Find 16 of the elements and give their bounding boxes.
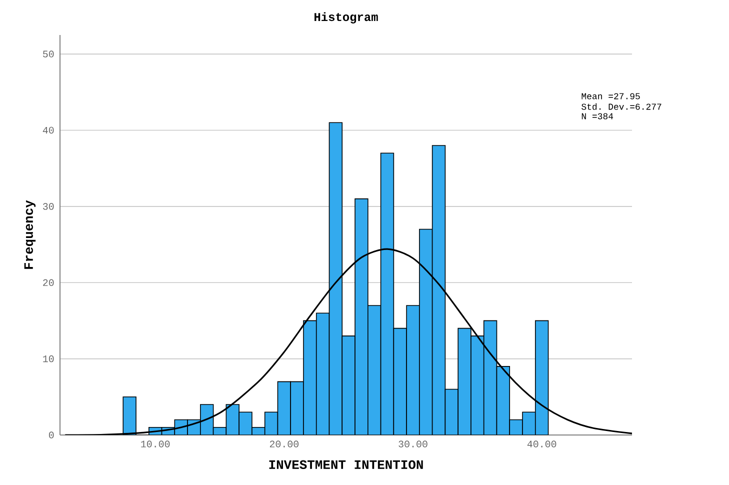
- chart-title: Histogram: [314, 12, 378, 24]
- x-tick-label: 10.00: [141, 440, 170, 448]
- annotation: N =384: [582, 113, 614, 120]
- y-tick-label: 10: [43, 355, 54, 362]
- x-axis-title: INVESTMENT INTENTION: [269, 460, 423, 470]
- y-tick-label: 30: [43, 203, 54, 210]
- x-tick-label: 20.00: [270, 440, 299, 448]
- y-tick-label: 50: [43, 50, 54, 58]
- y-tick-label: 40: [42, 126, 54, 134]
- x-tick-label: 30.00: [398, 440, 428, 448]
- annotation: Mean =27.95: [582, 93, 640, 100]
- y-axis-title: Frequency: [24, 200, 36, 269]
- annotation: Std. Dev.=6.277: [582, 103, 662, 110]
- y-tick-label: 20: [43, 279, 54, 286]
- y-tick-label: 0: [48, 432, 54, 438]
- x-tick-label: 40.00: [527, 440, 556, 448]
